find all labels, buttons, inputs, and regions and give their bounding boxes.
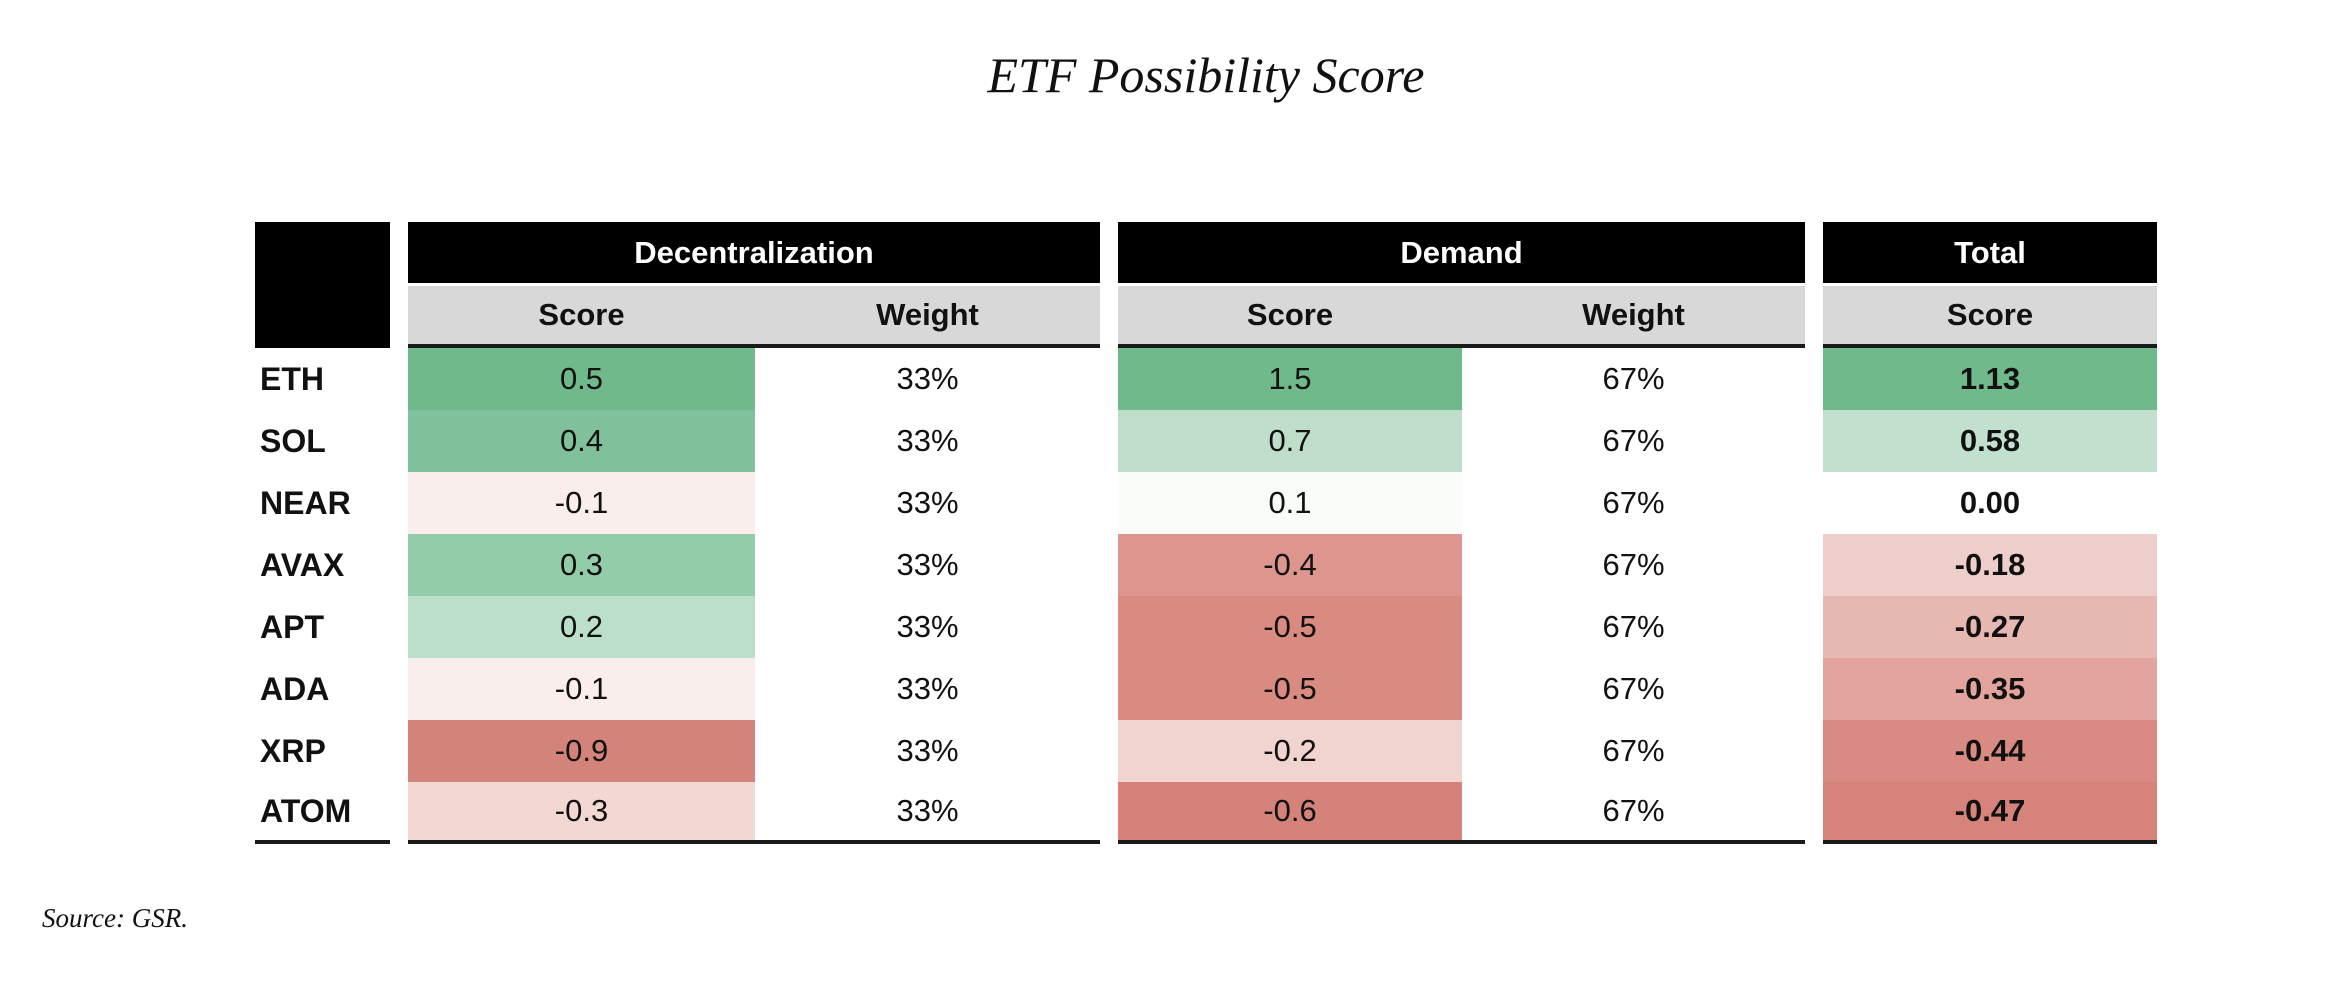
demand-score-cell: -0.5: [1118, 658, 1462, 720]
total-score-cell: -0.44: [1823, 720, 2157, 782]
asset-label: AVAX: [255, 534, 390, 596]
decentralization-score-cell: 0.4: [408, 410, 755, 472]
demand-score-cell: 1.5: [1118, 348, 1462, 410]
decentralization-weight-cell: 33%: [755, 782, 1100, 844]
total-score-cell: -0.27: [1823, 596, 2157, 658]
total-score-cell: 0.00: [1823, 472, 2157, 534]
subheader-demand-score: Score: [1118, 286, 1462, 348]
demand-score-cell: -0.5: [1118, 596, 1462, 658]
demand-weight-cell: 67%: [1602, 361, 1665, 396]
total-score-cell: 0.58: [1823, 410, 2157, 472]
decentralization-weight-cell: 33%: [896, 733, 959, 768]
decentralization-weight-cell: 33%: [896, 609, 959, 644]
decentralization-score-cell: 0.2: [408, 596, 755, 658]
decentralization-score-cell: -0.9: [408, 720, 755, 782]
subheader-demand-weight: Weight: [1462, 286, 1805, 348]
demand-weight-cell: 67%: [1462, 782, 1805, 844]
decentralization-weight-cell: 33%: [896, 423, 959, 458]
demand-weight-cell: 67%: [1602, 733, 1665, 768]
decentralization-score-cell: -0.1: [408, 472, 755, 534]
asset-label: ETH: [255, 348, 390, 410]
decentralization-weight-cell: 33%: [896, 485, 959, 520]
asset-label: SOL: [255, 410, 390, 472]
section-header-total: Total: [1823, 222, 2157, 286]
demand-weight-cell: 67%: [1602, 547, 1665, 582]
decentralization-score-cell: -0.1: [408, 658, 755, 720]
source-note: Source: GSR.: [42, 903, 188, 933]
page-title: ETF Possibility Score: [987, 47, 1425, 103]
decentralization-weight-cell: 33%: [896, 547, 959, 582]
decentralization-weight-cell: 33%: [896, 671, 959, 706]
asset-label: NEAR: [255, 472, 390, 534]
section-header-demand: Demand: [1118, 222, 1805, 286]
demand-weight-cell: 67%: [1602, 609, 1665, 644]
asset-label: ATOM: [255, 782, 390, 844]
asset-label: XRP: [255, 720, 390, 782]
total-score-cell: -0.18: [1823, 534, 2157, 596]
demand-score-cell: -0.6: [1118, 782, 1462, 844]
total-score-cell: -0.35: [1823, 658, 2157, 720]
demand-score-cell: 0.1: [1118, 472, 1462, 534]
demand-score-cell: 0.7: [1118, 410, 1462, 472]
section-header-decentralization: Decentralization: [408, 222, 1100, 286]
asset-label: APT: [255, 596, 390, 658]
subheader-decentralization-weight: Weight: [755, 286, 1100, 348]
total-score-cell: 1.13: [1823, 348, 2157, 410]
decentralization-score-cell: 0.5: [408, 348, 755, 410]
subheader-decentralization-score: Score: [408, 286, 755, 348]
subheader-total-score: Score: [1823, 286, 2157, 348]
decentralization-score-cell: 0.3: [408, 534, 755, 596]
demand-weight-cell: 67%: [1602, 423, 1665, 458]
decentralization-score-cell: -0.3: [408, 782, 755, 844]
demand-score-cell: -0.4: [1118, 534, 1462, 596]
total-score-cell: -0.47: [1823, 782, 2157, 844]
asset-label: ADA: [255, 658, 390, 720]
etf-table: Decentralization Demand Total Score Weig…: [255, 222, 2157, 844]
decentralization-weight-cell: 33%: [896, 361, 959, 396]
corner-cell: [255, 222, 390, 348]
demand-weight-cell: 67%: [1602, 671, 1665, 706]
demand-weight-cell: 67%: [1602, 485, 1665, 520]
demand-score-cell: -0.2: [1118, 720, 1462, 782]
